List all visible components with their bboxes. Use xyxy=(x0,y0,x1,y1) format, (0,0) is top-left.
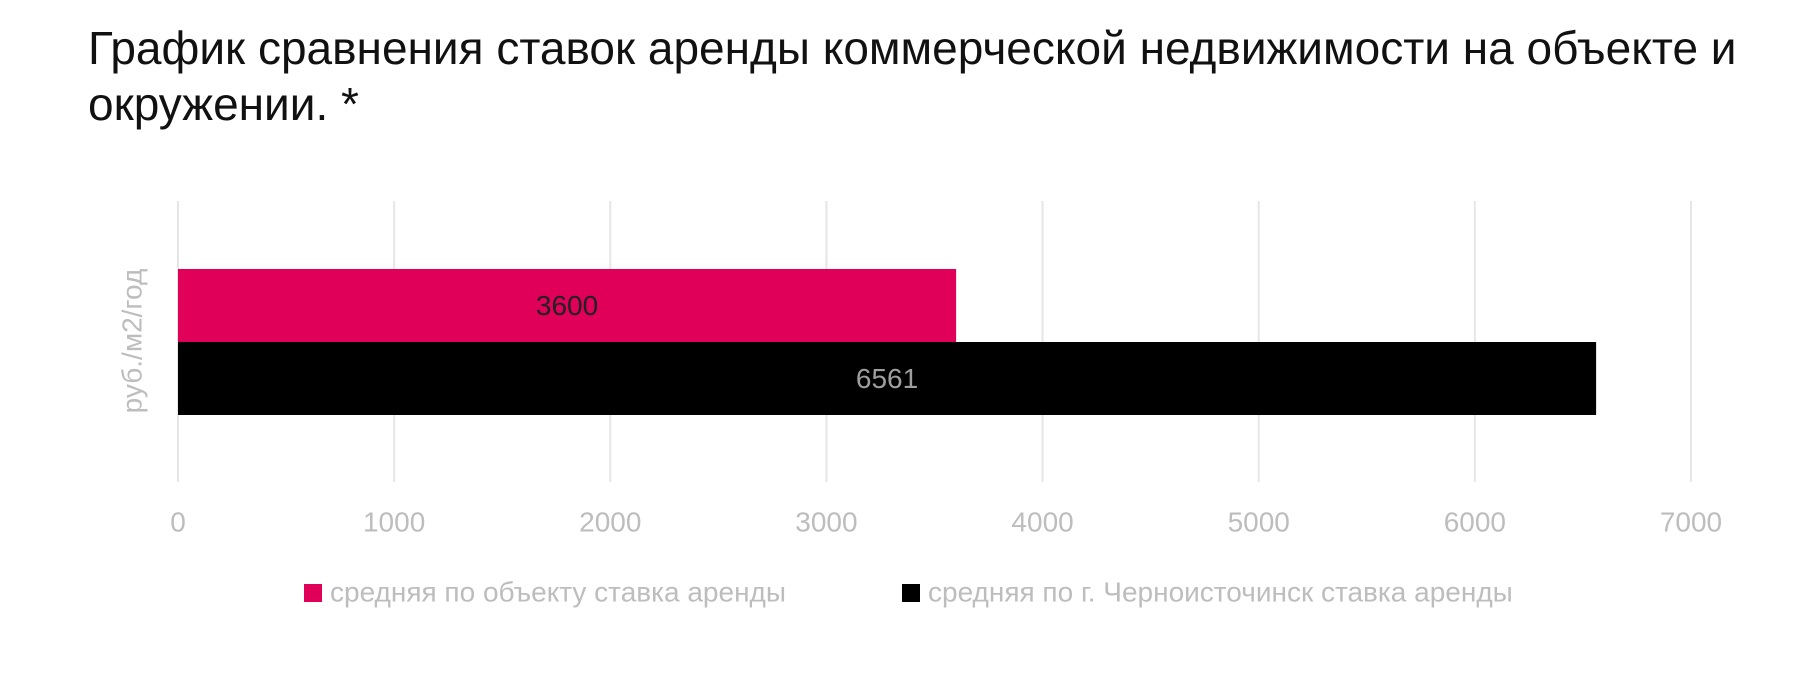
y-axis-label: руб./м2/год xyxy=(116,269,147,414)
legend-swatch xyxy=(304,584,322,602)
chart-title: График сравнения ставок аренды коммерчес… xyxy=(88,22,1737,130)
x-tick-label: 3000 xyxy=(795,506,857,537)
bar xyxy=(178,269,957,342)
x-tick-label: 4000 xyxy=(1011,506,1073,537)
x-tick-label: 6000 xyxy=(1444,506,1506,537)
x-tick-label: 0 xyxy=(170,506,186,537)
x-tick-label: 1000 xyxy=(363,506,425,537)
x-tick-label: 5000 xyxy=(1228,506,1290,537)
value-label: 3600 xyxy=(536,290,598,321)
x-tick-label: 2000 xyxy=(579,506,641,537)
bar xyxy=(178,342,1597,415)
legend-label: средняя по г. Черноисточинск ставка арен… xyxy=(928,576,1513,607)
legend-swatch xyxy=(902,584,920,602)
legend-label: средняя по объекту ставка аренды xyxy=(330,576,786,607)
value-label: 6561 xyxy=(856,363,918,394)
x-tick-label: 7000 xyxy=(1660,506,1722,537)
